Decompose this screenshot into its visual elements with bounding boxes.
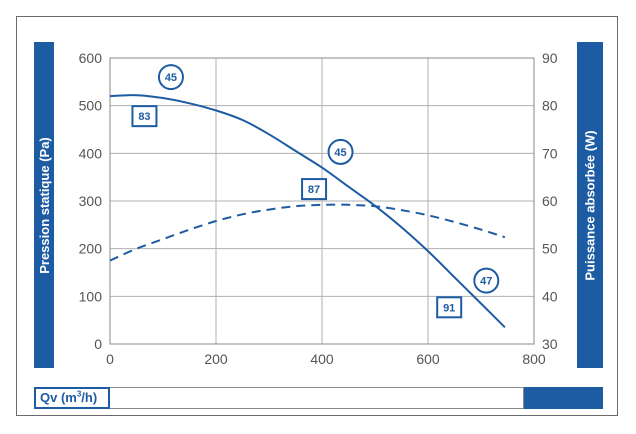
- x-tick-label: 600: [416, 351, 440, 367]
- x-axis-label-exponent: 3: [76, 389, 82, 399]
- x-tick-label: 800: [522, 351, 546, 367]
- x-axis-band: [524, 387, 603, 409]
- y-left-tick-label: 600: [79, 50, 103, 66]
- chart-frame: [16, 16, 618, 416]
- x-axis-label-prefix: Qv (m: [40, 390, 77, 405]
- x-axis-label-suffix: /h): [81, 390, 98, 405]
- pressure-curve: [109, 94, 506, 329]
- x-axis-label: Qv (m3/h): [40, 390, 97, 406]
- y-left-tick-label: 500: [79, 98, 103, 114]
- x-axis-label-box: [34, 387, 110, 409]
- x-axis-bar: [110, 387, 524, 409]
- x-tick-label: 0: [106, 351, 114, 367]
- y-left-tick-label: 300: [79, 193, 103, 209]
- annotation-label: 45: [165, 72, 177, 84]
- left-axis-band: Pression statique (Pa): [34, 42, 54, 368]
- annotation-circle: [157, 64, 184, 91]
- annotation-square: [131, 105, 158, 128]
- annotation-square: [301, 178, 328, 201]
- x-tick-label: 200: [204, 351, 228, 367]
- y-right-tick-label: 80: [542, 98, 558, 114]
- annotation-circle: [327, 138, 354, 165]
- y-right-tick-label: 40: [542, 288, 558, 304]
- plot-border: [109, 57, 535, 345]
- y-left-tick-label: 200: [79, 241, 103, 257]
- annotation-label: 83: [138, 111, 150, 123]
- x-tick-label: 400: [310, 351, 334, 367]
- y-right-tick-label: 90: [542, 50, 558, 66]
- y-left-tick-label: 400: [79, 145, 103, 161]
- right-axis-band: Puissance absorbée (W): [577, 42, 603, 368]
- annotation-label: 91: [443, 302, 455, 314]
- power-curve: [109, 203, 506, 262]
- y-left-tick-label: 100: [79, 288, 103, 304]
- y-right-tick-label: 70: [542, 145, 558, 161]
- annotation-label: 45: [334, 147, 346, 159]
- annotation-circle: [473, 267, 500, 294]
- annotation-label: 87: [308, 184, 320, 196]
- y-right-tick-label: 50: [542, 241, 558, 257]
- annotation-label: 47: [480, 276, 492, 288]
- y-right-tick-label: 30: [542, 336, 558, 352]
- y-left-tick-label: 0: [94, 336, 102, 352]
- y-right-tick-label: 60: [542, 193, 558, 209]
- annotation-square: [436, 296, 463, 319]
